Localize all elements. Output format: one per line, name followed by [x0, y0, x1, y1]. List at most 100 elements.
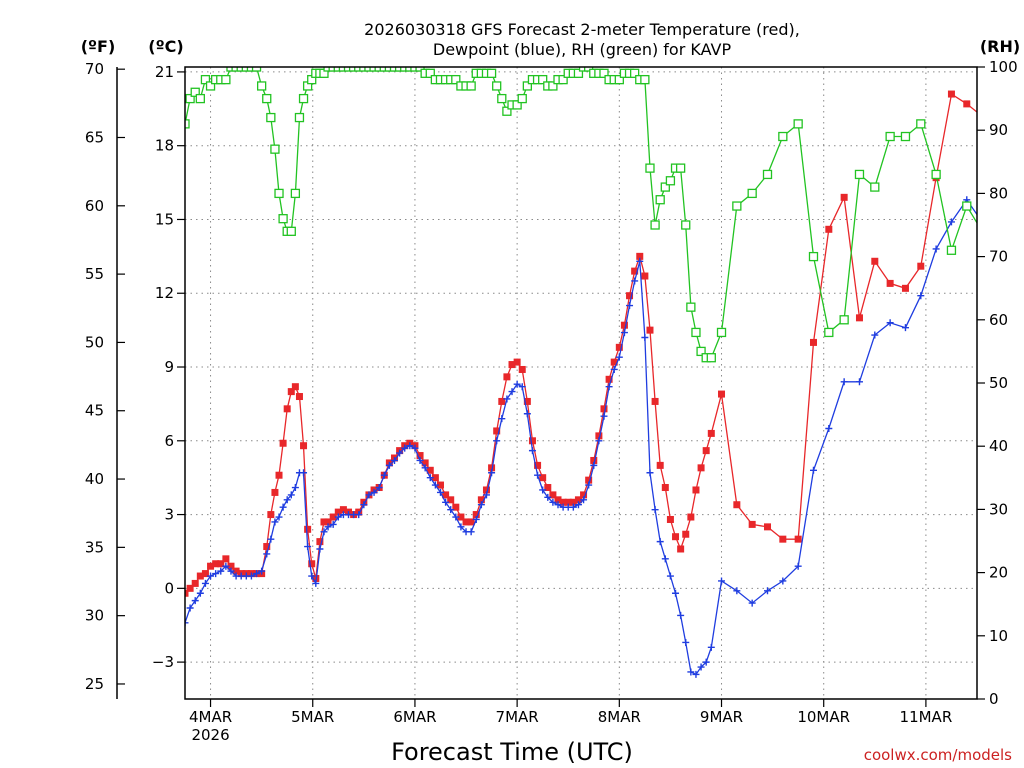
- dewpoint-point: [580, 496, 588, 504]
- x-tick-sublabel: 2026: [191, 726, 229, 744]
- rh-point: [548, 81, 558, 91]
- temperature-point: [329, 513, 337, 521]
- dewpoint-point: [365, 491, 373, 499]
- temperature-point: [539, 474, 547, 482]
- dewpoint-point: [416, 456, 424, 464]
- rh-point: [466, 81, 476, 91]
- rh-point: [185, 93, 195, 104]
- dewpoint-point: [544, 493, 552, 501]
- temperature-point: [334, 508, 342, 516]
- temperature-point: [528, 437, 536, 445]
- dewpoint-point: [631, 277, 639, 285]
- temperature-point: [809, 338, 817, 346]
- chart-title-line-1: 2026030318 GFS Forecast 2-meter Temperat…: [364, 20, 800, 39]
- dewpoint-point: [718, 577, 726, 585]
- rh-point: [298, 93, 309, 104]
- dewpoint-point: [467, 528, 475, 536]
- rh-point: [338, 67, 349, 72]
- rh-tick-label: 30: [989, 500, 1008, 518]
- rh-point: [323, 67, 333, 72]
- x-tick-label: 10MAR: [797, 708, 850, 726]
- dewpoint-point: [406, 442, 414, 450]
- dewpoint-point: [513, 380, 521, 388]
- dewpoint-point: [503, 395, 511, 403]
- temperature-point: [636, 252, 644, 260]
- rh-point: [410, 67, 420, 72]
- temperature-point: [825, 225, 833, 233]
- temperature-point: [207, 562, 215, 570]
- rh-point: [793, 119, 803, 129]
- dewpoint-point: [396, 449, 404, 457]
- temperature-point: [692, 486, 700, 494]
- dewpoint-point: [217, 567, 225, 575]
- rh-point: [262, 93, 272, 104]
- fahrenheit-tick-label: 55: [85, 265, 104, 283]
- dewpoint-point: [185, 619, 189, 627]
- rh-point: [348, 67, 359, 72]
- temperature-point: [513, 358, 521, 366]
- rh-point: [221, 74, 231, 85]
- rh-point: [185, 119, 190, 129]
- rh-point: [675, 163, 686, 173]
- dewpoint-point: [518, 383, 526, 391]
- rh-point: [389, 67, 400, 72]
- rh-point: [854, 169, 865, 180]
- dewpoint-point: [253, 570, 261, 578]
- dewpoint-point: [442, 498, 450, 506]
- temperature-point: [457, 513, 465, 521]
- rh-point: [962, 201, 972, 211]
- dewpoint-point: [641, 334, 649, 342]
- dewpoint-point: [809, 466, 817, 474]
- rh-point: [384, 67, 395, 72]
- rh-point: [274, 188, 284, 199]
- rh-point: [190, 87, 200, 97]
- dewpoint-point: [825, 424, 833, 432]
- rh-tick-label: 0: [989, 690, 999, 708]
- temperature-point: [271, 488, 279, 496]
- rh-point: [226, 67, 236, 72]
- temperature-point: [416, 452, 424, 460]
- dewpoint-point: [748, 599, 756, 607]
- temperature-point: [585, 476, 593, 484]
- dewpoint-point: [979, 218, 986, 225]
- rh-point: [747, 188, 757, 199]
- dewpoint-point: [421, 464, 429, 472]
- celsius-tick-label: 18: [155, 137, 174, 155]
- celsius-tick-label: 6: [164, 432, 174, 450]
- dewpoint-point: [312, 579, 320, 587]
- dewpoint-point: [666, 572, 674, 580]
- temperature-point: [222, 555, 230, 563]
- rh-point: [451, 74, 461, 85]
- dewpoint-point: [477, 501, 485, 509]
- grid-lines: [185, 67, 977, 699]
- temperature-point: [518, 365, 526, 373]
- dewpoint-point: [646, 469, 654, 477]
- celsius-tick-label: 12: [155, 284, 174, 302]
- dewpoint-point: [610, 365, 618, 373]
- dewpoint-point: [207, 572, 215, 580]
- dewpoint-point: [191, 597, 199, 605]
- temperature-point: [477, 496, 485, 504]
- x-tick-label: 7MAR: [496, 708, 539, 726]
- dewpoint-point: [794, 562, 802, 570]
- fahrenheit-tick-label: 40: [85, 470, 104, 488]
- rh-point: [824, 327, 834, 338]
- temperature-point: [431, 474, 439, 482]
- dewpoint-point: [380, 471, 388, 479]
- temperature-point: [718, 390, 726, 398]
- rh-point: [522, 81, 532, 91]
- dewpoint-point: [840, 378, 848, 386]
- rh-point: [839, 315, 849, 325]
- x-tick-label: 9MAR: [700, 708, 743, 726]
- temperature-point: [544, 484, 552, 492]
- rh-point: [538, 74, 548, 85]
- rh-point: [246, 67, 257, 72]
- dewpoint-point: [651, 506, 659, 514]
- temperature-point: [569, 498, 577, 506]
- temperature-point: [682, 530, 690, 538]
- dewpoint-point: [600, 412, 608, 420]
- rh-point: [205, 81, 216, 91]
- temperature-point: [227, 562, 235, 570]
- rh-unit-label: (RH): [980, 37, 1020, 56]
